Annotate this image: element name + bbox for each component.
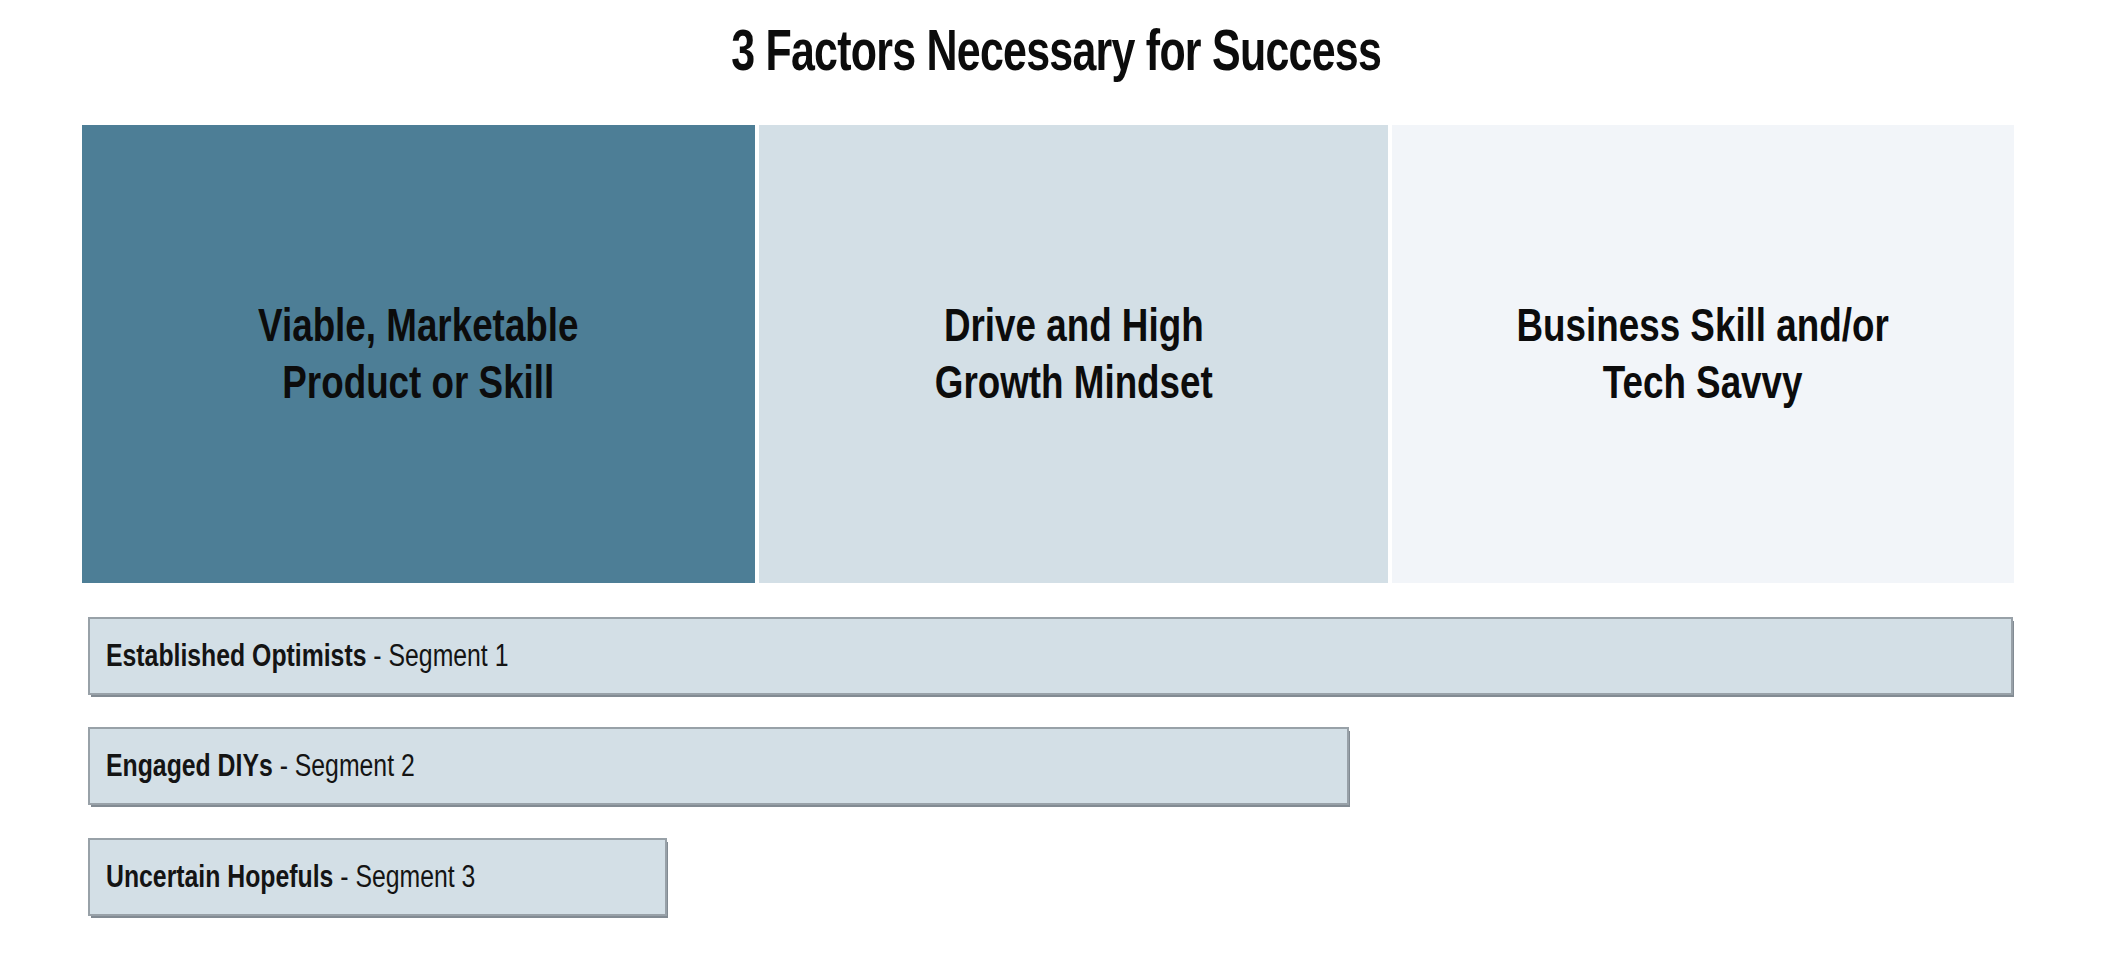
segment-name: Established Optimists xyxy=(106,638,366,673)
segment-suffix: - Segment 2 xyxy=(273,748,415,783)
factor-label-line1: Viable, Marketable xyxy=(258,297,578,355)
factor-block-viable-product: Viable, Marketable Product or Skill xyxy=(82,125,755,583)
page-title: 3 Factors Necessary for Success xyxy=(0,16,2112,83)
factor-label-line2: Growth Mindset xyxy=(934,354,1212,412)
factor-label-line2: Product or Skill xyxy=(258,354,578,412)
segment-suffix: - Segment 3 xyxy=(333,859,475,894)
segment-name: Uncertain Hopefuls xyxy=(106,859,333,894)
segment-bar-uncertain-hopefuls: Uncertain Hopefuls - Segment 3 xyxy=(88,838,667,916)
segment-name: Engaged DIYs xyxy=(106,748,273,783)
factor-label: Business Skill and/or Tech Savvy xyxy=(1517,297,1889,412)
segment-suffix: - Segment 1 xyxy=(366,638,508,673)
factor-label-line1: Drive and High xyxy=(934,297,1212,355)
factor-label: Drive and High Growth Mindset xyxy=(934,297,1212,412)
segment-bar-text: Uncertain Hopefuls - Segment 3 xyxy=(106,859,475,895)
factors-row: Viable, Marketable Product or Skill Driv… xyxy=(82,125,2014,583)
factor-block-drive-mindset: Drive and High Growth Mindset xyxy=(759,125,1387,583)
infographic-canvas: 3 Factors Necessary for Success Viable, … xyxy=(0,0,2112,966)
segment-bar-text: Engaged DIYs - Segment 2 xyxy=(106,748,415,784)
factor-label: Viable, Marketable Product or Skill xyxy=(258,297,578,412)
segment-bar-text: Established Optimists - Segment 1 xyxy=(106,638,508,674)
factor-label-line1: Business Skill and/or xyxy=(1517,297,1889,355)
page-title-text: 3 Factors Necessary for Success xyxy=(731,16,1381,83)
segment-bar-established-optimists: Established Optimists - Segment 1 xyxy=(88,617,2013,695)
factor-label-line2: Tech Savvy xyxy=(1517,354,1889,412)
segment-bar-engaged-diys: Engaged DIYs - Segment 2 xyxy=(88,727,1349,805)
factor-block-business-tech: Business Skill and/or Tech Savvy xyxy=(1392,125,2014,583)
